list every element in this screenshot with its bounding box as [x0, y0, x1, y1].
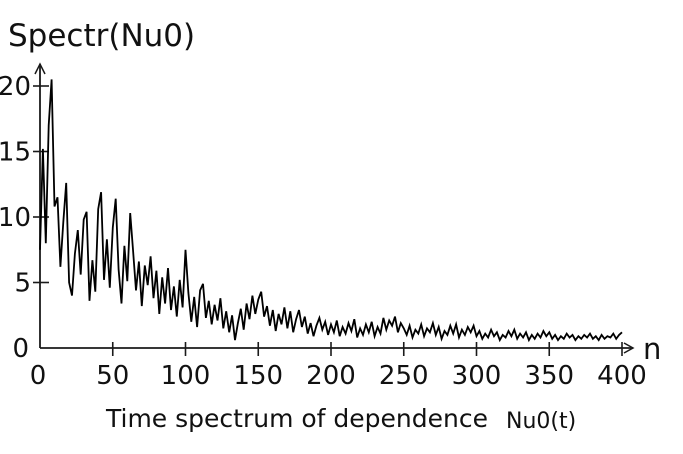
chart-title: Spectr(Nu0)	[8, 18, 196, 54]
caption-formula: Nu0(t)	[505, 409, 577, 434]
y-tick-label: 0	[12, 334, 29, 364]
x-axis-arrowhead-icon	[623, 342, 635, 354]
x-tick-label: 0	[30, 361, 47, 391]
chart-caption: Time spectrum of dependence Nu0(t)	[106, 404, 577, 434]
spectrum-line	[39, 79, 623, 343]
x-tick-label: 200	[306, 361, 356, 391]
x-tick-label: 150	[233, 361, 283, 391]
x-tick-label: 50	[96, 361, 129, 391]
x-tick-label: 250	[379, 361, 429, 391]
x-tick-label: 350	[524, 361, 574, 391]
x-tick-label: 300	[452, 361, 502, 391]
y-tick-label: 5	[14, 269, 31, 299]
x-axis-label: n	[643, 332, 661, 366]
y-axis-arrowhead-icon	[34, 62, 46, 75]
y-tick-label: 10	[0, 203, 31, 233]
x-tick-label: 400	[597, 361, 647, 391]
caption-text: Time spectrum of dependence	[106, 404, 488, 433]
y-tick-label: 20	[0, 72, 31, 102]
y-tick-label: 15	[0, 138, 31, 168]
x-tick-label: 100	[161, 361, 211, 391]
